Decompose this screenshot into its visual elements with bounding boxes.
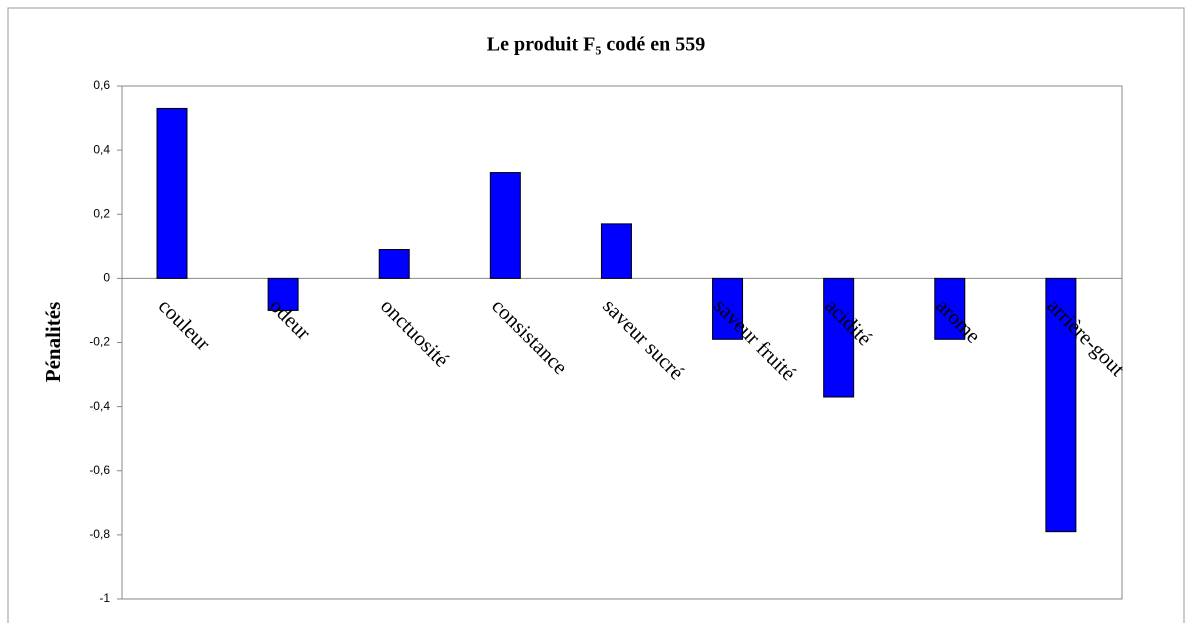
bar — [378, 249, 410, 279]
y-tick-label: 0,2 — [93, 206, 110, 220]
y-tick-label: 0,4 — [93, 142, 110, 156]
y-tick-label: -0,4 — [89, 399, 110, 413]
bar — [267, 277, 299, 311]
bar — [600, 223, 632, 279]
bar — [489, 172, 521, 279]
x-tick-label: consistance — [487, 294, 572, 379]
y-tick-label: -1 — [99, 591, 110, 605]
y-axis-label: Pénalités — [41, 302, 65, 382]
bar — [823, 277, 855, 398]
bar — [156, 107, 188, 279]
x-tick-label: onctuosité — [376, 294, 454, 372]
y-tick-label: 0,6 — [93, 78, 110, 92]
x-tick-label: couleur — [154, 294, 216, 356]
y-tick-label: -0,8 — [89, 527, 110, 541]
bar — [1045, 277, 1077, 533]
chart-title: Le produit F₅ codé en 559 — [487, 34, 705, 56]
x-tick-label: saveur sucré — [598, 294, 689, 385]
bar — [712, 277, 744, 340]
y-tick-label: -0,2 — [89, 335, 110, 349]
y-tick-label: 0 — [103, 271, 110, 285]
y-tick-label: -0,6 — [89, 463, 110, 477]
chart-frame — [7, 7, 1185, 623]
bar — [934, 277, 966, 340]
